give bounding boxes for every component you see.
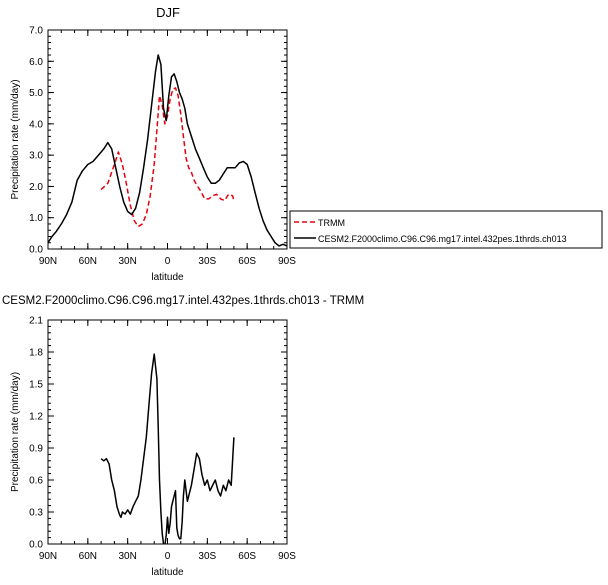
x-tick-label: 30N (118, 256, 136, 267)
x-tick-label: 60N (79, 551, 97, 562)
legend-label-trmm: TRMM (318, 218, 345, 228)
chart-title: DJF (156, 5, 180, 20)
y-tick-label: 1.5 (29, 380, 43, 391)
x-tick-label: 30S (198, 256, 216, 267)
y-axis-label: Precipitation rate (mm/day) (10, 372, 21, 492)
legend-box (289, 210, 603, 249)
y-tick-label: 1.0 (29, 213, 43, 224)
legend-label-cesm2: CESM2.F2000climo.C96.C96.mg17.intel.432p… (318, 234, 567, 244)
chart-panel-2: CESM2.F2000climo.C96.C96.mg17.intel.432p… (2, 295, 364, 578)
x-tick-label: 60S (238, 256, 256, 267)
series-line-1 (100, 353, 235, 544)
y-tick-label: 0.9 (29, 444, 43, 455)
chart-title: CESM2.F2000climo.C96.C96.mg17.intel.432p… (2, 295, 364, 307)
x-tick-label: 90N (39, 551, 57, 562)
y-tick-label: 2.0 (29, 182, 43, 193)
y-tick-label: 3.0 (29, 151, 43, 162)
x-tick-label: 0 (165, 551, 171, 562)
x-axis-label: latitude (151, 272, 184, 283)
legend: TRMM CESM2.F2000climo.C96.C96.mg17.intel… (289, 210, 603, 249)
y-tick-label: 6.0 (29, 57, 43, 68)
x-tick-label: 60N (79, 256, 97, 267)
y-tick-label: 7.0 (29, 26, 43, 37)
chart-panel-1: DJF 0.0 1.0 2.0 3.0 4.0 5.0 6.0 7.0 90N 60N 30N 0 30S… (10, 5, 296, 283)
x-tick-label: 90S (278, 256, 296, 267)
x-tick-label: 30S (198, 551, 216, 562)
plot-frame (47, 319, 288, 545)
x-tick-label: 0 (165, 256, 171, 267)
y-tick-label: 1.2 (29, 412, 43, 423)
series-line-2 (48, 54, 287, 247)
x-tick-label: 90S (278, 551, 296, 562)
y-tick-label: 2.1 (29, 316, 43, 327)
y-tick-label: 1.8 (29, 348, 43, 359)
y-axis-label: Precipitation rate (mm/day) (10, 79, 21, 199)
y-tick-label: 0.0 (29, 245, 43, 256)
x-tick-label: 90N (39, 256, 57, 267)
y-tick-label: 5.0 (29, 88, 43, 99)
x-axis-label: latitude (151, 567, 184, 578)
y-tick-label: 0.3 (29, 508, 43, 519)
plot-frame (47, 29, 288, 250)
y-tick-label: 0.6 (29, 476, 43, 487)
y-tick-label: 0.0 (29, 540, 43, 551)
y-tick-label: 4.0 (29, 119, 43, 130)
x-tick-label: 30N (118, 551, 136, 562)
x-tick-label: 60S (238, 551, 256, 562)
